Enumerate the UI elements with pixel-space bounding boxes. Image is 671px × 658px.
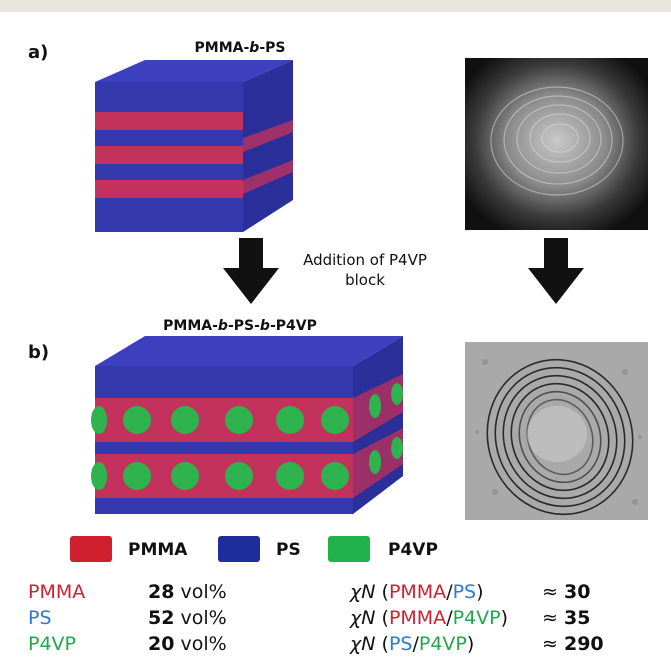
chi-row: χN (PS/P4VP)	[350, 630, 474, 658]
chi-slash: /	[446, 607, 453, 629]
legend-label-ps: PS	[276, 540, 301, 560]
chi-row: χN (PMMA/P4VP)	[350, 604, 508, 632]
legend-swatch-p4vp	[328, 536, 370, 562]
chi-value-cell: ≈ 290	[542, 630, 604, 658]
chi-open: (	[381, 607, 389, 629]
volume-unit: vol%	[180, 581, 227, 603]
chi-symbol: χN	[350, 633, 376, 655]
tem-image-b	[465, 342, 648, 520]
chi-open: (	[381, 633, 389, 655]
approx-sign: ≈	[542, 607, 558, 629]
chi-symbol: χN	[350, 581, 376, 603]
volume-value: 28	[148, 581, 175, 603]
chi-value: 290	[563, 633, 604, 655]
top-strip	[0, 0, 671, 12]
chi-value: 35	[563, 607, 591, 629]
composition-value-cell: 52 vol%	[148, 604, 227, 632]
composition-row: PMMA	[28, 578, 85, 606]
chi-pair-a: PS	[388, 633, 413, 655]
lamellar-block-b	[91, 336, 403, 514]
legend: PMMA PS P4VP	[70, 536, 630, 566]
panel-a-title: PMMA-b-PS	[194, 40, 286, 56]
panel-b-label: b)	[28, 342, 50, 363]
chi-slash: /	[412, 633, 419, 655]
chi-open: (	[381, 581, 389, 603]
chi-slash: /	[446, 581, 453, 603]
chi-symbol: χN	[350, 607, 376, 629]
p4vp-cylinders-row2	[91, 437, 403, 490]
block-b-top-face	[95, 336, 403, 366]
volume-value: 52	[148, 607, 175, 629]
chi-close: )	[466, 633, 475, 655]
chi-pair-a: PMMA	[388, 581, 447, 603]
chi-value-cell: ≈ 35	[542, 604, 590, 632]
arrow-caption-line1: Addition of P4VP	[303, 251, 427, 269]
composition-row: PS	[28, 604, 52, 632]
block-a-top-face	[95, 60, 293, 82]
panel-a-label: a)	[28, 42, 49, 63]
legend-label-pmma: PMMA	[128, 540, 188, 560]
legend-swatch-ps	[218, 536, 260, 562]
chi-pair-b: P4VP	[452, 607, 501, 629]
block-a-right-face	[243, 60, 293, 232]
lamellar-block-a	[95, 60, 293, 232]
down-arrow-left	[223, 238, 279, 304]
chi-value-cell: ≈ 30	[542, 578, 590, 606]
chi-pair-b: PS	[452, 581, 477, 603]
p4vp-cylinders-row1	[91, 383, 403, 434]
volume-unit: vol%	[180, 633, 227, 655]
composition-value-cell: 28 vol%	[148, 578, 227, 606]
polymer-name: PMMA	[28, 581, 86, 603]
arrow-caption: Addition of P4VP block	[270, 250, 460, 290]
composition-value-cell: 20 vol%	[148, 630, 227, 658]
polymer-name: PS	[28, 607, 52, 629]
chi-close: )	[476, 581, 484, 603]
legend-swatch-pmma	[70, 536, 112, 562]
volume-unit: vol%	[180, 607, 227, 629]
polymer-name: P4VP	[28, 633, 77, 655]
chi-value: 30	[563, 581, 591, 603]
volume-value: 20	[148, 633, 175, 655]
legend-label-p4vp: P4VP	[388, 540, 438, 560]
down-arrow-right	[528, 238, 584, 304]
chi-close: )	[500, 607, 509, 629]
chi-pair-a: PMMA	[388, 607, 447, 629]
panel-b-title: PMMA-b-PS-b-P4VP	[163, 318, 317, 334]
arrow-caption-line2: block	[345, 271, 385, 289]
approx-sign: ≈	[542, 581, 558, 603]
chi-row: χN (PMMA/PS)	[350, 578, 484, 606]
chi-pair-b: P4VP	[418, 633, 467, 655]
composition-row: P4VP	[28, 630, 76, 658]
tem-image-a	[465, 58, 648, 230]
approx-sign: ≈	[542, 633, 558, 655]
